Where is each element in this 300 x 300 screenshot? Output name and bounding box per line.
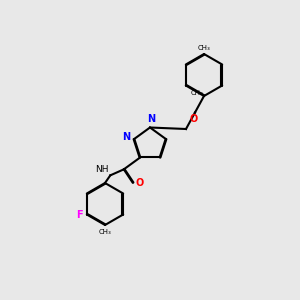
Text: O: O — [189, 114, 198, 124]
Text: N: N — [122, 132, 130, 142]
Text: NH: NH — [95, 165, 109, 174]
Text: N: N — [147, 114, 156, 124]
Text: CH₃: CH₃ — [198, 45, 210, 51]
Text: O: O — [136, 178, 144, 188]
Text: F: F — [76, 209, 83, 220]
Text: CH₃: CH₃ — [99, 230, 111, 236]
Text: CH₃: CH₃ — [190, 90, 203, 96]
